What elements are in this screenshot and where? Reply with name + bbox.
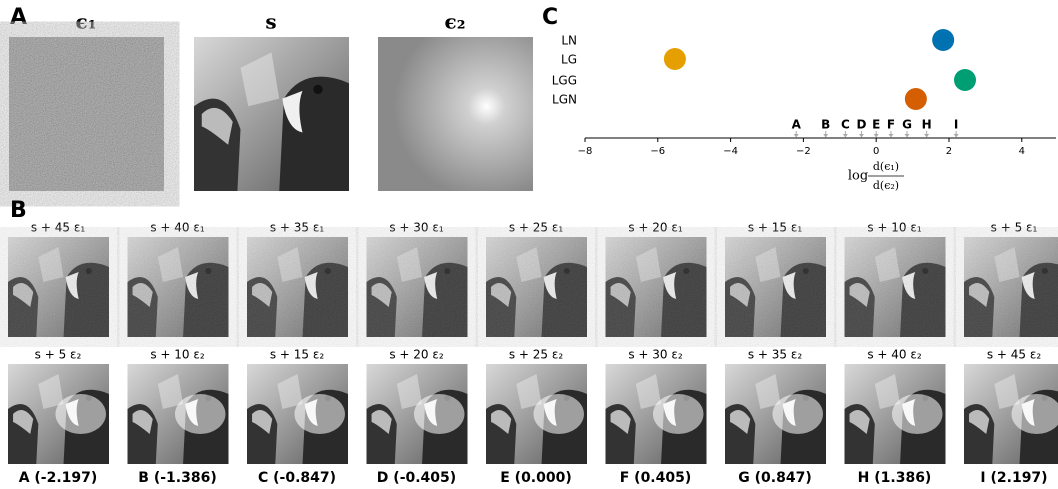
glow-overlay [413, 394, 465, 434]
marker-arrowhead [823, 134, 829, 138]
image-title: s + 20 ε₂ [389, 348, 444, 362]
x-label: d(ϵ₂) [873, 179, 899, 192]
marker-label: D [856, 118, 866, 132]
noise-image [9, 37, 164, 191]
parrot-image [194, 37, 349, 191]
image-caption: H (1.386) [858, 470, 932, 486]
noise-overlay [725, 237, 826, 337]
image-caption: G (0.847) [738, 470, 811, 486]
marker-arrowhead [953, 134, 959, 138]
x-tick-label: −8 [578, 146, 593, 157]
x-tick-label: −4 [723, 146, 738, 157]
image-title: s + 5 ε₁ [991, 221, 1038, 235]
noise-overlay [844, 237, 946, 337]
noise-overlay [8, 237, 109, 337]
image-title: ϵ₂ [445, 10, 466, 34]
x-label: log [848, 169, 868, 184]
noise-overlay [486, 237, 587, 337]
glow-overlay [294, 394, 345, 434]
noise-overlay [127, 237, 229, 337]
image-caption: E (0.000) [500, 470, 572, 486]
x-tick-label: −6 [650, 146, 665, 157]
marker-arrowhead [904, 134, 910, 138]
distortion-image [378, 37, 533, 191]
glow-overlay [1011, 394, 1058, 434]
marker-label: G [902, 118, 912, 132]
noise-overlay [964, 237, 1058, 337]
image-title: s + 10 ε₂ [150, 348, 205, 362]
y-tick-label: LN [561, 34, 577, 48]
image-title: s + 45 ε₁ [31, 221, 86, 235]
marker-arrowhead [793, 134, 799, 138]
marker-label: B [821, 118, 830, 132]
marker-label: C [841, 118, 850, 132]
image-title: s + 20 ε₁ [628, 221, 683, 235]
image-title: s + 40 ε₂ [867, 348, 922, 362]
glow-overlay [533, 394, 584, 434]
marker-arrowhead [873, 134, 879, 138]
y-tick-label: LGN [552, 93, 577, 107]
x-tick-label: 2 [946, 146, 952, 157]
image-caption: A (-2.197) [19, 470, 98, 486]
image-title: s + 35 ε₂ [748, 348, 803, 362]
image-title: s + 25 ε₂ [509, 348, 564, 362]
noise-overlay [605, 237, 707, 337]
image-title: s + 15 ε₁ [748, 221, 803, 235]
glow-overlay [55, 394, 106, 434]
image-title: ϵ₁ [76, 10, 97, 34]
image-caption: F (0.405) [620, 470, 692, 486]
glow-overlay [772, 394, 823, 434]
noise-overlay [247, 237, 348, 337]
image-caption: D (-0.405) [377, 470, 456, 486]
image-title: s + 45 ε₂ [987, 348, 1042, 362]
marker-arrowhead [858, 134, 864, 138]
x-tick-label: 0 [873, 146, 879, 157]
y-tick-label: LGG [552, 74, 577, 88]
panel-label: C [542, 5, 558, 30]
image-title: s + 30 ε₁ [389, 221, 444, 235]
image-title: s + 35 ε₁ [270, 221, 325, 235]
x-tick-label: −2 [796, 146, 811, 157]
marker-label: I [954, 118, 958, 132]
y-tick-label: LG [561, 53, 577, 67]
point [663, 48, 686, 70]
marker-label: F [887, 118, 895, 132]
glow-overlay [174, 394, 226, 434]
image-title: s + 10 ε₁ [867, 221, 922, 235]
glow-overlay [652, 394, 704, 434]
image-caption: B (-1.386) [138, 470, 216, 486]
point [954, 69, 977, 91]
panel-label: A [10, 5, 27, 30]
image-title: s + 15 ε₂ [270, 348, 325, 362]
x-label: d(ϵ₁) [873, 160, 899, 173]
image-title: s + 25 ε₁ [509, 221, 564, 235]
image-caption: I (2.197) [980, 470, 1047, 486]
image-title: s + 40 ε₁ [150, 221, 205, 235]
marker-label: H [922, 118, 932, 132]
image-title: s [265, 10, 276, 34]
marker-label: A [792, 118, 802, 132]
x-tick-label: 4 [1019, 146, 1025, 157]
glow-overlay [891, 394, 943, 434]
marker-arrowhead [888, 134, 894, 138]
image-title: s + 5 ε₂ [35, 348, 82, 362]
image-title: s + 30 ε₂ [628, 348, 683, 362]
panel-label: B [10, 198, 27, 223]
point [904, 88, 927, 110]
image-caption: C (-0.847) [258, 470, 336, 486]
noise-overlay [366, 237, 468, 337]
marker-arrowhead [924, 134, 930, 138]
marker-arrowhead [842, 134, 848, 138]
point [932, 29, 955, 51]
marker-label: E [872, 118, 880, 132]
